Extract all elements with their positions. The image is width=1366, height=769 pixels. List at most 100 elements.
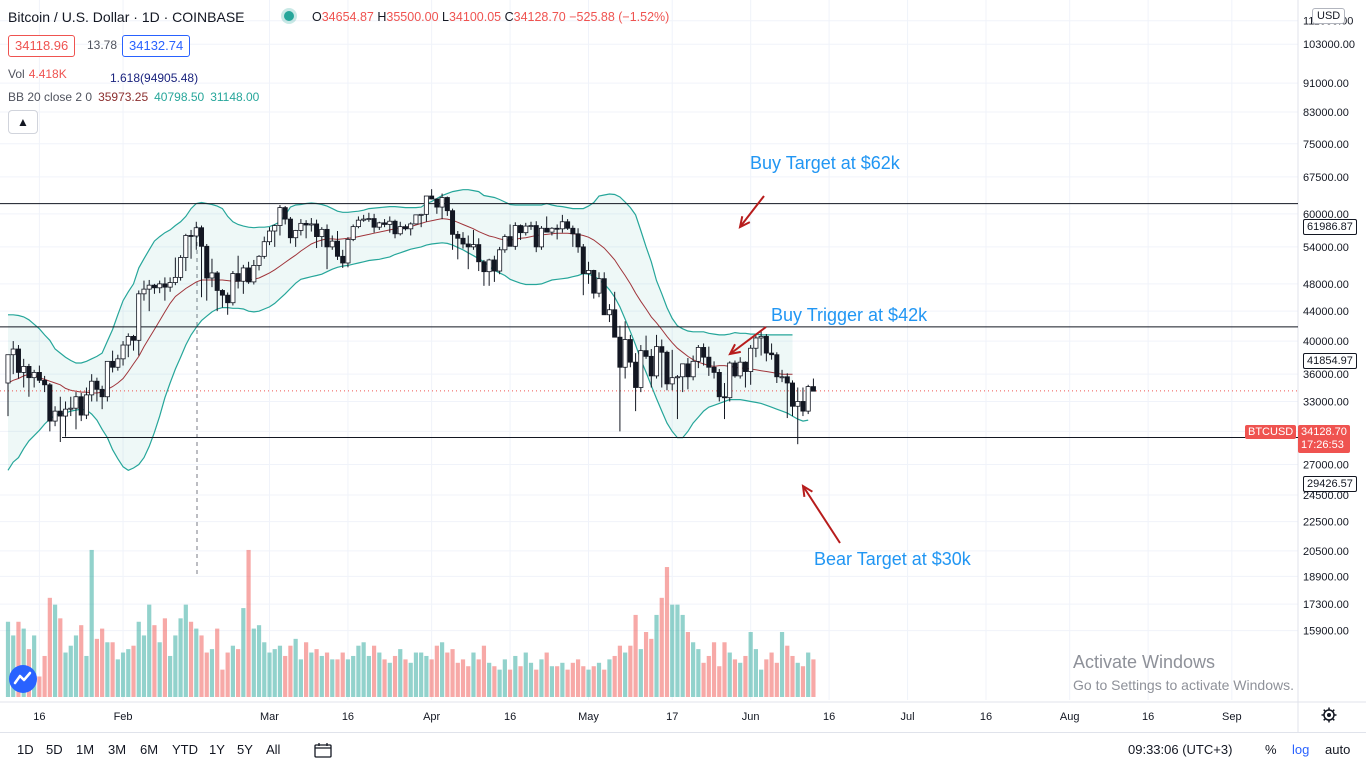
volume-bar — [230, 645, 235, 697]
buy-target-arrow — [738, 195, 765, 229]
currency-button[interactable]: USD — [1312, 8, 1346, 24]
candle-body — [512, 225, 518, 247]
volume-bar — [596, 662, 602, 697]
percent-scale-toggle[interactable]: % — [1265, 742, 1277, 757]
candle — [63, 401, 69, 437]
volume-bar — [372, 645, 377, 697]
volume-bar — [466, 666, 471, 697]
volume-bar — [633, 614, 638, 697]
candle — [544, 216, 550, 233]
candle — [659, 339, 665, 388]
tf-all[interactable]: All — [266, 742, 281, 757]
candle — [99, 385, 105, 410]
price-tick-label: 22500.00 — [1303, 517, 1349, 529]
candle — [790, 380, 796, 417]
candle-body — [240, 267, 246, 282]
clock[interactable]: 09:33:06 (UTC+3) — [1128, 742, 1233, 757]
price-tick-label: 27000.00 — [1303, 459, 1349, 471]
candle-body — [727, 362, 733, 399]
candle-body — [366, 218, 372, 220]
candle-body — [523, 225, 529, 234]
candle — [470, 229, 476, 250]
volume-bar — [649, 638, 654, 697]
volume-bars — [5, 549, 816, 697]
candle-body — [319, 228, 325, 237]
auto-scale-toggle[interactable]: auto — [1325, 742, 1351, 757]
candle — [26, 363, 32, 397]
bear-target-arrow — [801, 484, 841, 544]
annotation-arrows — [728, 195, 841, 544]
candle — [324, 224, 330, 270]
price-tick-label: 48000.00 — [1303, 279, 1349, 291]
candle-body — [460, 237, 466, 245]
volume-bar — [481, 645, 487, 697]
candle — [586, 261, 592, 284]
ohlc-open-key: O — [312, 10, 322, 24]
volume-bar — [670, 604, 675, 697]
volume-bar — [89, 549, 94, 697]
tradingview-logo-icon[interactable] — [9, 665, 37, 693]
candle — [392, 219, 398, 239]
buy-trigger-annotation: Buy Trigger at $42k — [771, 305, 928, 325]
gear-icon[interactable] — [1321, 707, 1337, 723]
candle-body — [42, 379, 48, 386]
candle-body — [345, 239, 351, 264]
candle — [612, 291, 618, 338]
candle — [701, 343, 707, 366]
candle-body — [272, 225, 278, 232]
candle — [565, 219, 571, 230]
collapse-legend-button[interactable]: ▲ — [8, 110, 38, 134]
bb-label: BB 20 close 2 0 — [8, 90, 93, 104]
bb-lower-line — [7, 242, 809, 471]
tf-6m[interactable]: 6M — [140, 742, 159, 757]
date-range-icon[interactable] — [314, 742, 332, 758]
log-scale-toggle[interactable]: log — [1292, 742, 1310, 757]
candle — [450, 208, 456, 250]
candle-body — [633, 361, 639, 388]
candle — [674, 375, 680, 420]
candle — [774, 352, 780, 383]
tf-ytd[interactable]: YTD — [172, 742, 198, 757]
tf-1m[interactable]: 1M — [76, 742, 95, 757]
volume-bar — [194, 628, 199, 697]
candle-body — [680, 363, 686, 378]
sell-price-button[interactable]: 34118.96 — [8, 35, 76, 57]
price-tick-label: 60000.00 — [1303, 209, 1349, 221]
volume-bar — [21, 628, 26, 697]
symbol-title[interactable]: Bitcoin / U.S. Dollar · 1D · COINBASE — [8, 9, 245, 25]
tf-1y[interactable]: 1Y — [209, 742, 225, 757]
volume-bar — [298, 659, 303, 697]
candle-body — [784, 376, 790, 384]
tf-1d[interactable]: 1D — [17, 742, 34, 757]
volume-bar — [392, 655, 398, 697]
candle-body — [15, 348, 21, 373]
candle — [209, 258, 215, 288]
tf-5y[interactable]: 5Y — [237, 742, 253, 757]
candle — [617, 325, 623, 432]
candle-body — [251, 265, 257, 283]
tf-3m[interactable]: 3M — [108, 742, 127, 757]
candle — [554, 224, 560, 240]
volume-bar — [492, 666, 497, 697]
candle-body — [695, 347, 701, 362]
time-tick-label: 16 — [980, 711, 992, 723]
bear-target-annotation: Bear Target at $30k — [814, 549, 971, 569]
candle-body — [491, 259, 497, 272]
tf-5d[interactable]: 5D — [46, 742, 63, 757]
candle — [387, 216, 393, 233]
volume-bar — [319, 655, 324, 697]
volume-bar — [42, 655, 47, 697]
candle-body — [115, 358, 121, 368]
candle — [230, 271, 236, 306]
buy-price-button[interactable]: 34132.74 — [122, 35, 191, 57]
candle — [523, 222, 529, 236]
volume-bar — [806, 652, 811, 697]
candle-body — [104, 360, 110, 398]
candle — [199, 225, 205, 298]
bollinger-legend[interactable]: BB 20 close 2 0 35973.25 40798.50 31148.00 — [8, 90, 259, 104]
price-tick-label: 40000.00 — [1303, 336, 1349, 348]
volume-bar — [748, 632, 753, 697]
volume-legend[interactable]: Vol 4.418K — [8, 67, 67, 81]
volume-bar — [539, 659, 544, 697]
